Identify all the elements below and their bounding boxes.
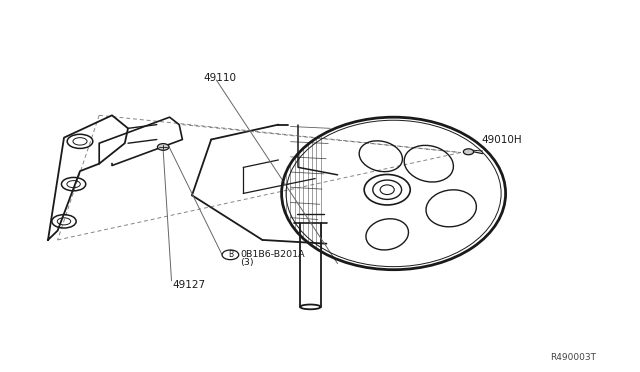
Text: 49127: 49127 [173,280,206,289]
Text: R490003T: R490003T [550,353,596,362]
Circle shape [157,144,169,150]
Text: 0B1B6-B201A: 0B1B6-B201A [240,250,305,259]
Text: (3): (3) [240,258,253,267]
Text: 49110: 49110 [204,73,237,83]
Text: 49010H: 49010H [481,135,522,144]
Text: B: B [228,250,233,259]
Circle shape [463,149,474,155]
